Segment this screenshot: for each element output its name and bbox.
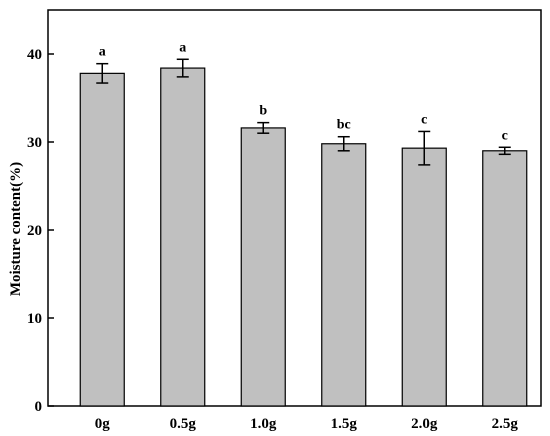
x-tick-labels: 0g 0.5g 1.0g 1.5g 2.0g 2.5g: [95, 416, 519, 432]
bar-0: [79, 72, 125, 407]
significance-label-3: bc: [337, 118, 351, 133]
plot-frame: [47, 9, 542, 407]
y-axis-label: Moisture content(%): [8, 162, 24, 296]
bars: [79, 67, 528, 407]
y-tick-label-3: 30: [27, 135, 42, 151]
x-tick-label-3: 1.5g: [331, 416, 358, 432]
bar-2: [240, 127, 286, 407]
significance-label-4: c: [421, 112, 427, 127]
y-tick-label-2: 20: [27, 223, 42, 239]
y-tick-labels: 0 10 20 30 40: [27, 47, 42, 415]
significance-label-5: c: [502, 128, 508, 143]
y-tick-label-1: 10: [27, 311, 42, 327]
x-tick-label-5: 2.5g: [492, 416, 519, 432]
x-tick-label-2: 1.0g: [250, 416, 277, 432]
significance-label-2: b: [259, 104, 267, 119]
bar-4: [401, 147, 447, 407]
x-tick-label-4: 2.0g: [411, 416, 438, 432]
error-bars: [96, 58, 511, 166]
bar-1: [160, 67, 206, 407]
significance-label-1: a: [179, 40, 186, 55]
significance-labels: a a b bc c c: [99, 40, 508, 143]
x-tick-label-0: 0g: [95, 416, 111, 432]
x-tick-label-1: 0.5g: [170, 416, 197, 432]
bar-5: [482, 150, 528, 407]
bar-3: [321, 143, 367, 407]
y-tick-label-0: 0: [35, 399, 43, 415]
significance-label-0: a: [99, 45, 106, 60]
y-tick-label-4: 40: [27, 47, 42, 63]
